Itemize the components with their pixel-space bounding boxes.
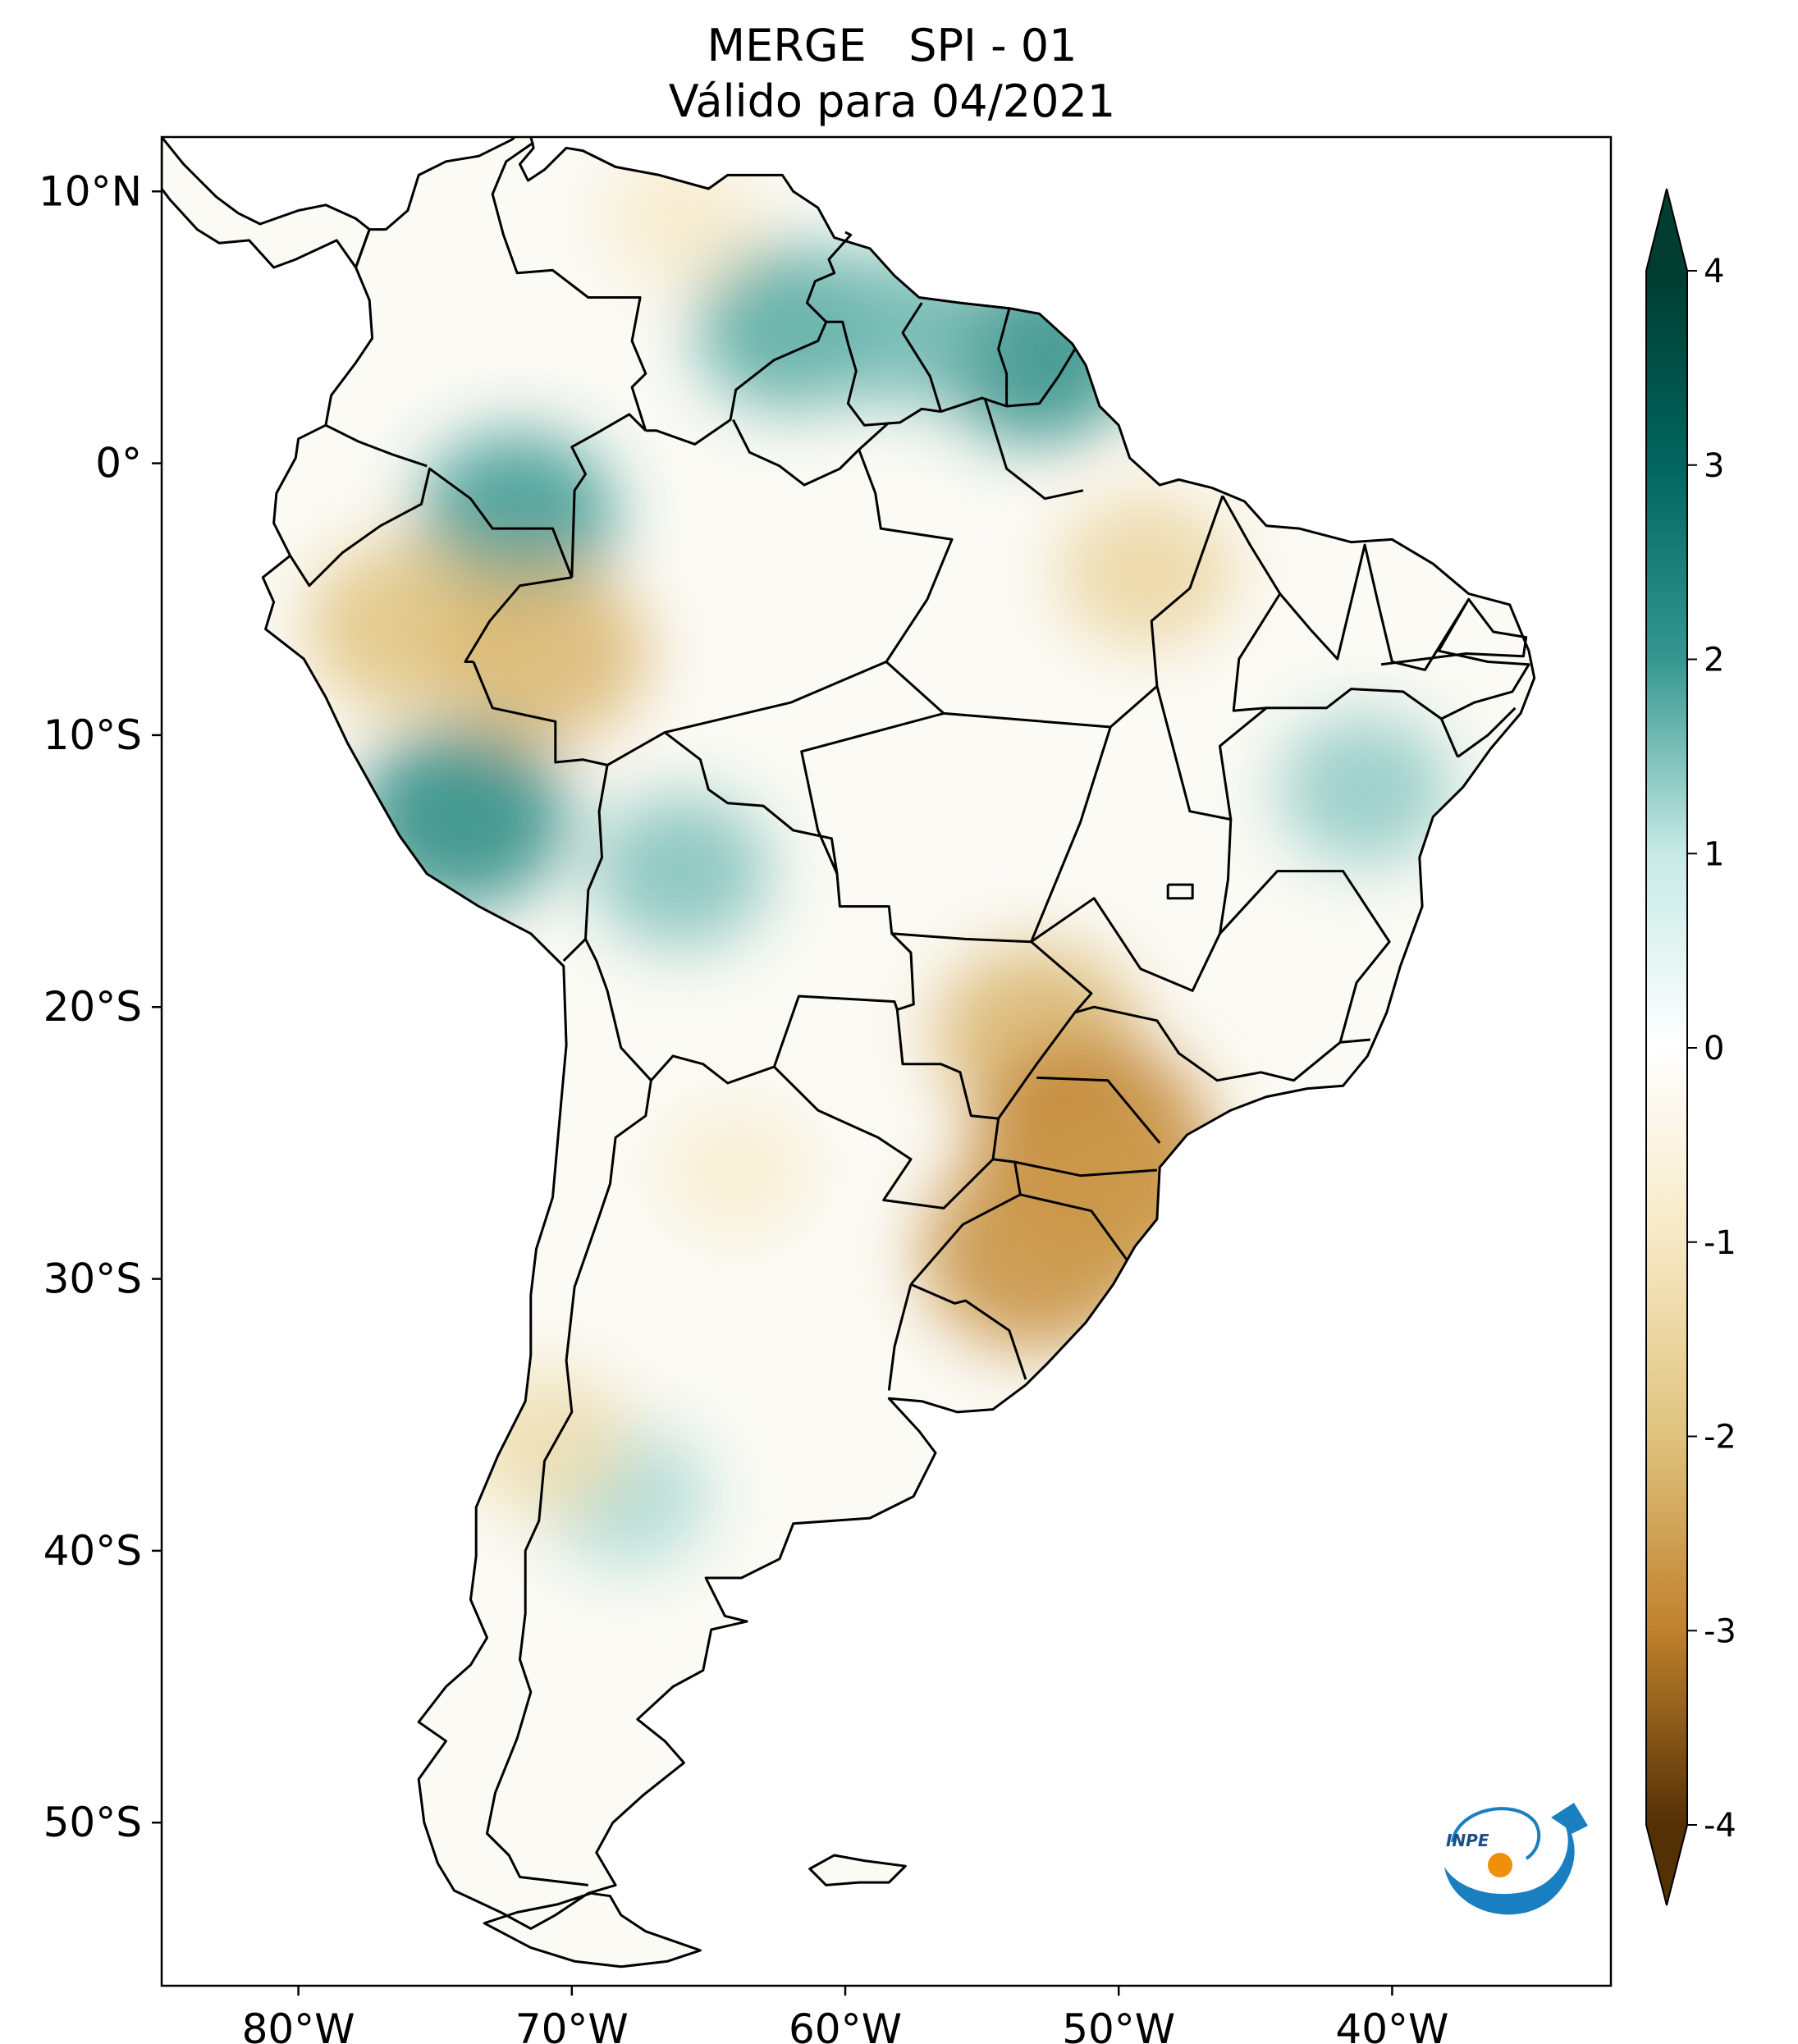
border-brazil-states-rj-es: [1339, 1038, 1370, 1044]
title-line-2: Válido para 04/2021: [668, 75, 1116, 127]
logo-text: INPE: [1446, 1831, 1489, 1850]
spi-region-para-east-dry: [1057, 496, 1235, 649]
lat-tick-label: 10°S: [43, 711, 142, 759]
border-brazil-states-amapa: [983, 397, 1084, 501]
border-paraguay-bolivia-argentina: [772, 995, 995, 1209]
border-brazil-states-mt-go: [800, 711, 945, 875]
colorbar-tick-label: 1: [1704, 835, 1724, 873]
logo-swoosh-icon: [1444, 1803, 1588, 1915]
colorbar-tick-label: 2: [1704, 642, 1724, 679]
lat-tick-label: 40°S: [43, 1527, 142, 1575]
border-brazil-peru-bolivia: [472, 661, 915, 1011]
map-frame: [160, 135, 1613, 1987]
border-guiana-brazil: [1006, 348, 1077, 408]
lat-tick-label: 0°: [95, 440, 142, 487]
spi-region-acre-dry: [441, 565, 647, 743]
border-guyana-suriname: [901, 302, 943, 413]
lon-tick-label: 80°W: [242, 2005, 355, 2044]
colorbar-tick-label: -3: [1704, 1612, 1736, 1650]
border-peru-ecuador-colombia: [289, 467, 574, 588]
border-suriname-brazil-guiana: [940, 308, 1011, 414]
lon-tick-label: 40°W: [1335, 2005, 1448, 2044]
border-brazil-states-mg-south: [1074, 870, 1391, 1082]
lat-tick-label: 20°S: [43, 983, 142, 1031]
spi-region-bolivia-north-wet: [592, 794, 771, 948]
colorbar-tick-label: -4: [1704, 1807, 1736, 1845]
border-malvinas: [808, 1854, 907, 1886]
border-argentina-chile: [486, 1080, 652, 1886]
border-argentina-uruguay: [887, 1283, 913, 1391]
inpe-logo: INPE: [1444, 1803, 1588, 1915]
colorbar-body: [1646, 271, 1687, 1825]
border-brazil-states-sp-pr: [1036, 1076, 1161, 1144]
border-guyana-brazil: [826, 320, 941, 427]
border-brazil-states-sc-rs: [1019, 1193, 1128, 1261]
colorbar: 4 3 2 1 0 -1 -2 -3 -4: [1645, 188, 1736, 1906]
country-borders: [162, 137, 1536, 1969]
border-ecuador-colombia: [325, 423, 428, 468]
border-coastline-south-america: [261, 137, 1536, 1930]
border-venezuela-brazil: [645, 321, 828, 446]
lon-tick-label: 70°W: [515, 2005, 629, 2044]
lat-tick-label: 10°N: [39, 167, 142, 215]
border-brazil-states-bahia-mg: [1219, 688, 1459, 820]
colorbar-extend-max: [1646, 189, 1687, 271]
border-bolivia-argentina-chile: [584, 765, 775, 1085]
border-peru-brazil: [464, 576, 573, 663]
border-brazil-states-pr-sc: [1014, 1160, 1158, 1177]
lat-tick-label: 50°S: [43, 1799, 142, 1846]
border-brazil-uruguay: [910, 1283, 1027, 1380]
border-brazil-states-df: [1166, 883, 1194, 900]
border-brazil-states-northeast: [1221, 495, 1530, 720]
border-brazil-states-pe: [1380, 598, 1528, 666]
longitude-axis: 80°W 70°W 60°W 50°W 40°W: [242, 1986, 1448, 2044]
border-coastline-central-america: [162, 137, 371, 269]
border-venezuela-guyana: [805, 231, 853, 323]
colorbar-tick-label: 3: [1704, 447, 1724, 485]
colorbar-tick-label: 0: [1704, 1030, 1724, 1068]
border-tierra-del-fuego: [483, 1891, 702, 1969]
spi-region-bahia-wet: [1279, 715, 1452, 865]
colorbar-tick-label: -2: [1704, 1419, 1736, 1456]
logo-sun-icon: [1488, 1853, 1512, 1877]
map-title: MERGE SPI - 01 Válido para 04/2021: [164, 18, 1620, 130]
lon-tick-label: 60°W: [789, 2005, 902, 2044]
border-colombia-venezuela: [491, 141, 647, 432]
border-brazil-states-amazonas-roraima: [732, 418, 860, 487]
colorbar-tick-label: 4: [1704, 253, 1724, 290]
border-brazil-states-piaui: [1232, 592, 1282, 712]
border-brazil-states-ms: [891, 932, 1093, 1119]
spi-region-argentina-north-dry: [661, 1106, 810, 1234]
border-colombia-brazil: [570, 413, 647, 578]
border-brazil-states-se-al: [1457, 706, 1517, 758]
latitude-axis: 10°N 0° 10°S 20°S 30°S 40°S 50°S: [39, 167, 162, 1846]
spi-region-venezuela-north-dry: [605, 153, 758, 285]
logo-orbit-icon: [1451, 1807, 1541, 1860]
lat-tick-label: 30°S: [43, 1255, 142, 1303]
border-brazil-states-central: [1030, 685, 1233, 992]
colorbar-extend-min: [1646, 1825, 1687, 1905]
colorbar-tick-label: -1: [1704, 1224, 1736, 1262]
title-line-1: MERGE SPI - 01: [707, 20, 1077, 71]
border-peru-chile: [562, 938, 587, 962]
lon-tick-label: 50°W: [1062, 2005, 1175, 2044]
